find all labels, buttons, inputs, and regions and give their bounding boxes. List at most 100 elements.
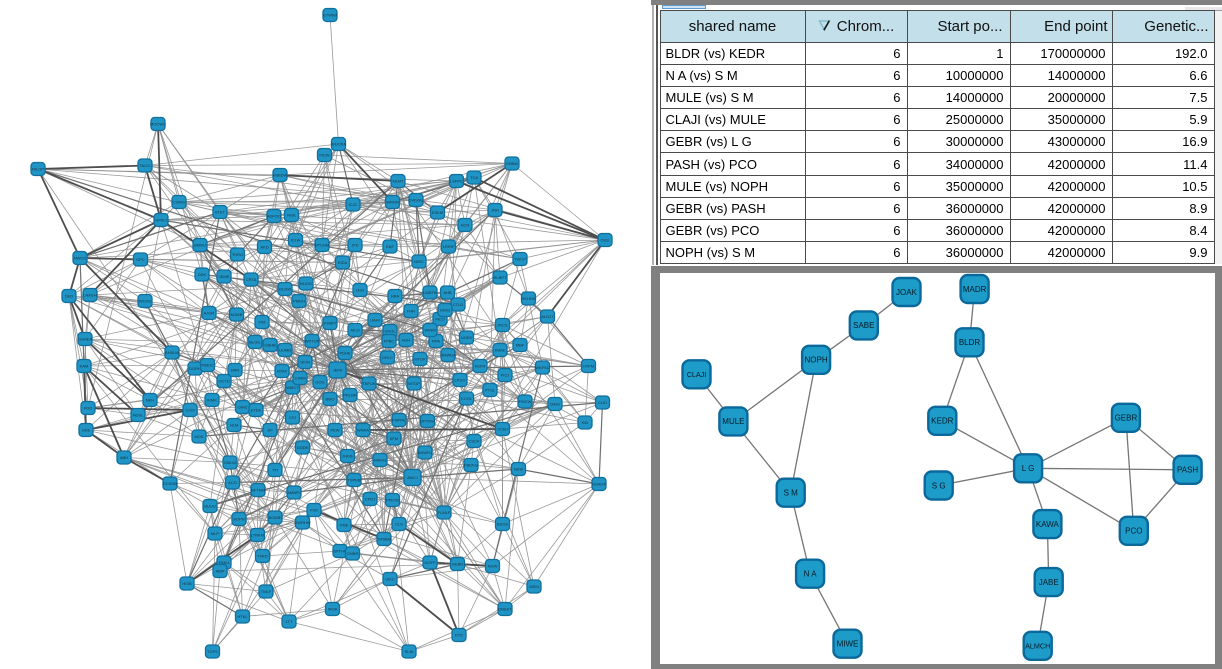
svg-text:AMNFL: AMNFL [287, 490, 301, 495]
svg-text:GPIKJ: GPIKJ [155, 218, 167, 223]
svg-text:STET: STET [215, 210, 226, 215]
svg-text:THSBM: THSBM [377, 537, 391, 542]
svg-text:BMWJ: BMWJ [194, 243, 206, 248]
svg-text:NEH: NEH [146, 398, 155, 403]
svg-text:BMO: BMO [325, 397, 334, 402]
svg-text:SABE: SABE [853, 321, 874, 330]
svg-text:AJGR: AJGR [204, 311, 215, 316]
svg-text:NDSL: NDSL [133, 413, 144, 418]
svg-text:LPUO: LPUO [455, 378, 466, 383]
svg-text:THFD: THFD [257, 554, 268, 559]
svg-text:EPCHM: EPCHM [315, 243, 329, 248]
svg-text:THRO: THRO [232, 252, 243, 257]
svg-text:GKE: GKE [82, 428, 91, 433]
svg-text:NUOG: NUOG [300, 281, 312, 286]
svg-text:WINM: WINM [424, 328, 435, 333]
svg-text:MADR: MADR [963, 285, 987, 294]
svg-text:CLID: CLID [598, 400, 607, 405]
svg-text:IROA: IROA [328, 607, 338, 612]
svg-text:CSMG: CSMG [173, 200, 185, 205]
svg-text:PTSL: PTSL [485, 388, 496, 393]
svg-text:PBEIC: PBEIC [201, 363, 213, 368]
svg-text:HLM: HLM [230, 423, 238, 428]
svg-text:LFID: LFID [356, 288, 365, 293]
svg-text:PEW: PEW [330, 428, 339, 433]
svg-text:L G: L G [1022, 464, 1035, 473]
svg-text:S G: S G [932, 481, 946, 490]
svg-text:FLMLF: FLMLF [438, 510, 451, 515]
svg-text:DNEET: DNEET [498, 607, 512, 612]
svg-text:ESKM: ESKM [432, 210, 443, 215]
svg-text:CLS: CLS [395, 522, 403, 527]
svg-text:FIIO: FIIO [310, 508, 318, 513]
svg-text:CSCK: CSCK [468, 439, 479, 444]
svg-text:MTDK: MTDK [414, 357, 426, 362]
svg-text:JKCS: JKCS [497, 323, 508, 328]
svg-text:SPTHP: SPTHP [333, 549, 347, 554]
svg-text:WTDP: WTDP [408, 381, 420, 386]
svg-text:GBHB: GBHB [264, 343, 276, 348]
svg-text:S M: S M [784, 489, 799, 498]
svg-text:KHBPI: KHBPI [324, 321, 336, 326]
svg-text:WJPN: WJPN [233, 517, 244, 522]
svg-text:GSHEA: GSHEA [78, 337, 92, 342]
svg-text:UGEK: UGEK [461, 335, 473, 340]
svg-text:JOAK: JOAK [896, 288, 918, 297]
svg-text:ANCJ: ANCJ [407, 475, 417, 480]
svg-text:CLAJI: CLAJI [687, 370, 707, 379]
svg-text:PPICW: PPICW [386, 498, 399, 503]
svg-text:HCN: HCN [461, 223, 470, 228]
svg-text:TSPEB: TSPEB [347, 478, 360, 483]
svg-text:OUU: OUU [601, 238, 610, 243]
svg-text:DDK: DDK [198, 272, 207, 277]
svg-text:UUMB: UUMB [279, 348, 291, 353]
svg-text:KCHL: KCHL [461, 396, 472, 401]
svg-text:JFD: JFD [351, 243, 358, 248]
svg-text:LSFPC: LSFPC [450, 179, 463, 184]
svg-text:PASH: PASH [1177, 466, 1198, 475]
svg-text:WCHS: WCHS [139, 299, 152, 304]
svg-text:JEFA: JEFA [333, 368, 343, 373]
svg-text:AHB: AHB [443, 290, 452, 295]
svg-text:PMDH: PMDH [293, 299, 305, 304]
svg-text:HTFM: HTFM [583, 364, 594, 369]
svg-text:DTD: DTD [455, 633, 463, 638]
svg-text:AKD: AKD [260, 245, 268, 250]
svg-text:JIF: JIF [267, 428, 273, 433]
svg-text:GMLW: GMLW [224, 460, 236, 465]
svg-text:ICJC: ICJC [349, 202, 358, 207]
svg-text:MSM: MSM [529, 584, 538, 589]
svg-text:IKMK: IKMK [207, 398, 217, 403]
svg-text:MJWB: MJWB [231, 312, 243, 317]
svg-text:ITBE: ITBE [340, 523, 349, 528]
svg-text:RILOP: RILOP [32, 167, 44, 172]
svg-text:KAWA: KAWA [1036, 520, 1060, 529]
svg-text:ETDE: ETDE [251, 408, 262, 413]
svg-text:BFTNM: BFTNM [251, 488, 265, 493]
svg-text:DGRH: DGRH [189, 366, 201, 371]
svg-text:KID: KID [582, 420, 589, 425]
svg-text:CJRM: CJRM [294, 376, 305, 381]
svg-text:BIOOI: BIOOI [497, 522, 508, 527]
svg-text:LTT: LTT [286, 619, 293, 624]
svg-text:TWCP: TWCP [514, 257, 526, 262]
svg-text:MULE: MULE [722, 417, 744, 426]
svg-text:AHSLW: AHSLW [165, 350, 179, 355]
svg-text:ADFOO: ADFOO [267, 214, 281, 219]
svg-text:GWRHW: GWRHW [294, 520, 311, 525]
svg-text:GOG: GOG [315, 380, 324, 385]
svg-text:WRNN: WRNN [386, 200, 399, 205]
svg-text:HWHG: HWHG [374, 458, 387, 463]
svg-text:HUH: HUH [402, 338, 411, 343]
svg-text:ACG: ACG [228, 480, 237, 485]
svg-text:TBFUK: TBFUK [362, 381, 375, 386]
svg-text:FBDKG: FBDKG [464, 463, 478, 468]
svg-text:NSSI: NSSI [514, 467, 523, 472]
svg-text:LMEFB: LMEFB [423, 290, 437, 295]
svg-text:MOS: MOS [194, 434, 203, 439]
svg-text:ALGJT: ALGJT [541, 314, 554, 319]
svg-text:ICLW: ICLW [291, 238, 301, 243]
svg-text:CMBR: CMBR [347, 551, 359, 556]
svg-text:KBBDW: KBBDW [273, 173, 288, 178]
svg-text:RTAF: RTAF [277, 369, 288, 374]
